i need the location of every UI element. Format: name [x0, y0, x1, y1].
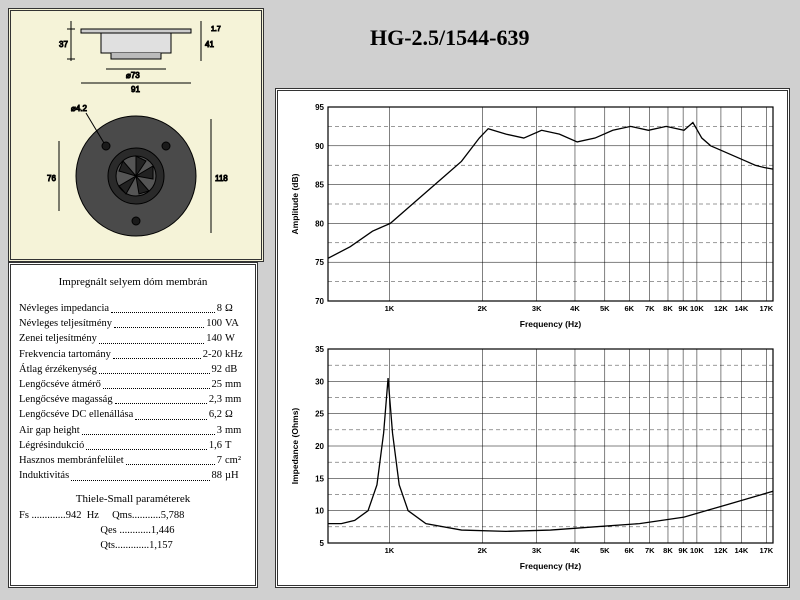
svg-text:9K: 9K — [678, 546, 688, 555]
svg-text:Impedance (Ohms): Impedance (Ohms) — [290, 408, 300, 485]
dim-top-width: ⌀73 — [126, 71, 140, 80]
svg-text:6K: 6K — [624, 304, 634, 313]
dim-outer-width: 91 — [131, 85, 140, 94]
svg-text:Frequency (Hz): Frequency (Hz) — [520, 561, 582, 571]
svg-text:5: 5 — [320, 539, 325, 548]
spec-title: Impregnált selyem dóm membrán — [19, 275, 247, 291]
svg-text:80: 80 — [315, 219, 324, 228]
spec-row: Zenei teljesítmény140W — [19, 331, 247, 346]
impedance-chart: 5 10 15 20 25 30 35 1K 2K 3K 4K 5K 6K 7K 8K 9K10K 12K 14K… — [286, 341, 781, 571]
svg-text:6K: 6K — [624, 546, 634, 555]
ts-title: Thiele-Small paraméterek — [19, 492, 247, 508]
product-title: HG-2.5/1544-639 — [370, 25, 530, 51]
svg-text:7K: 7K — [645, 304, 655, 313]
svg-text:10: 10 — [315, 507, 324, 516]
svg-text:10K: 10K — [690, 546, 704, 555]
spec-row: Névleges impedancia8Ω — [19, 301, 247, 316]
specifications-panel: Impregnált selyem dóm membrán Névleges i… — [8, 262, 258, 588]
ts-params: Fs .............942 Hz Qms...........5,7… — [19, 508, 247, 554]
svg-text:12K: 12K — [714, 546, 728, 555]
svg-text:5K: 5K — [600, 304, 610, 313]
svg-text:17K: 17K — [759, 304, 773, 313]
svg-text:14K: 14K — [735, 304, 749, 313]
svg-text:Amplitude (dB): Amplitude (dB) — [290, 173, 300, 234]
frequency-response-chart: 70 75 80 85 90 95 1K 2K 3K 4K 5K 6K 7K 8K 9K10K 12K 14K 1… — [286, 99, 781, 329]
spec-row: Air gap height3mm — [19, 423, 247, 438]
dim-depth: 1.7 — [211, 26, 221, 33]
svg-text:15: 15 — [315, 474, 324, 483]
svg-text:3K: 3K — [532, 546, 542, 555]
speaker-technical-drawing: 37 41 ⌀73 91 1.7 76 118 ⌀4.2 — [11, 11, 261, 259]
spec-row: Névleges teljesítmény100VA — [19, 316, 247, 331]
svg-text:1K: 1K — [385, 304, 395, 313]
svg-text:75: 75 — [315, 258, 324, 267]
svg-text:2K: 2K — [478, 304, 488, 313]
svg-text:10K: 10K — [690, 304, 704, 313]
svg-text:7K: 7K — [645, 546, 655, 555]
dim-right: 118 — [215, 174, 228, 183]
svg-text:2K: 2K — [478, 546, 488, 555]
dim-hole: ⌀4.2 — [71, 104, 87, 113]
spec-row: Átlag érzékenység92dB — [19, 362, 247, 377]
svg-text:35: 35 — [315, 345, 324, 354]
svg-text:5K: 5K — [600, 546, 610, 555]
spec-row: Lengőcséve átmérő25mm — [19, 377, 247, 392]
svg-text:20: 20 — [315, 442, 324, 451]
svg-text:95: 95 — [315, 103, 324, 112]
spec-row: Lengőcséve DC ellenállása6,2Ω — [19, 407, 247, 422]
charts-panel: 7075808590951K2K3K4K5K6K7K8K9K10K12K14K1… — [275, 88, 790, 588]
dim-left: 76 — [47, 174, 56, 183]
speaker-diagram-panel: 37 41 ⌀73 91 1.7 76 118 ⌀4.2 — [8, 8, 264, 262]
svg-text:1K: 1K — [385, 546, 395, 555]
spec-row: Légrésindukció1,6T — [19, 438, 247, 453]
svg-text:Frequency (Hz): Frequency (Hz) — [520, 319, 582, 329]
svg-text:17K: 17K — [759, 546, 773, 555]
spec-row: Lengőcséve magasság2,3mm — [19, 392, 247, 407]
svg-text:14K: 14K — [735, 546, 749, 555]
svg-text:9K: 9K — [678, 304, 688, 313]
spec-row: Induktivitás88µH — [19, 468, 247, 483]
svg-text:85: 85 — [315, 181, 324, 190]
svg-text:3K: 3K — [532, 304, 542, 313]
dim-height: 37 — [59, 40, 68, 49]
svg-text:30: 30 — [315, 377, 324, 386]
svg-text:90: 90 — [315, 142, 324, 151]
spec-row: Frekvencia tartomány2-20kHz — [19, 347, 247, 362]
svg-text:25: 25 — [315, 410, 324, 419]
svg-text:4K: 4K — [570, 546, 580, 555]
svg-text:8K: 8K — [663, 546, 673, 555]
svg-text:70: 70 — [315, 297, 324, 306]
dim-flange: 41 — [205, 40, 214, 49]
svg-text:8K: 8K — [663, 304, 673, 313]
svg-text:12K: 12K — [714, 304, 728, 313]
svg-text:4K: 4K — [570, 304, 580, 313]
spec-row: Hasznos membránfelület7cm² — [19, 453, 247, 468]
